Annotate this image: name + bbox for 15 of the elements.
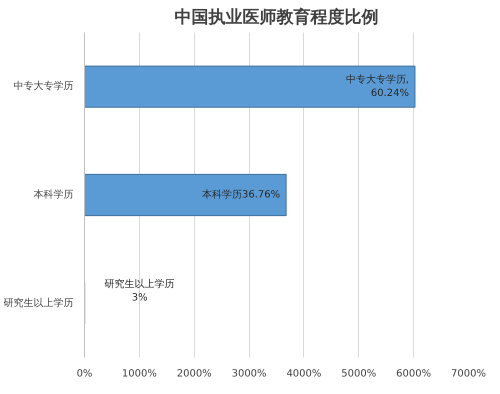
x-tick-label: 0% bbox=[76, 368, 92, 380]
y-tick-label: 中专大专学历 bbox=[14, 80, 74, 92]
x-tick-label: 4000% bbox=[286, 368, 322, 380]
x-tick-label: 6000% bbox=[396, 368, 432, 380]
chart-title: 中国执业医师教育程度比例 bbox=[174, 6, 378, 28]
x-tick-label: 3000% bbox=[232, 368, 267, 380]
x-tick-label: 2000% bbox=[176, 368, 212, 380]
y-tick-label: 研究生以上学历 bbox=[4, 296, 74, 309]
x-tick-label: 5000% bbox=[341, 368, 376, 380]
y-tick-label: 本科学历 bbox=[34, 188, 74, 200]
x-tick-label: 1000% bbox=[122, 368, 157, 380]
data-label: 本科学历36.76% bbox=[202, 188, 280, 200]
data-label: 研究生以上学历 3% bbox=[104, 278, 175, 304]
data-label: 中专大专学历, 60.24% bbox=[346, 74, 409, 99]
x-tick-label: 7000% bbox=[451, 368, 486, 380]
